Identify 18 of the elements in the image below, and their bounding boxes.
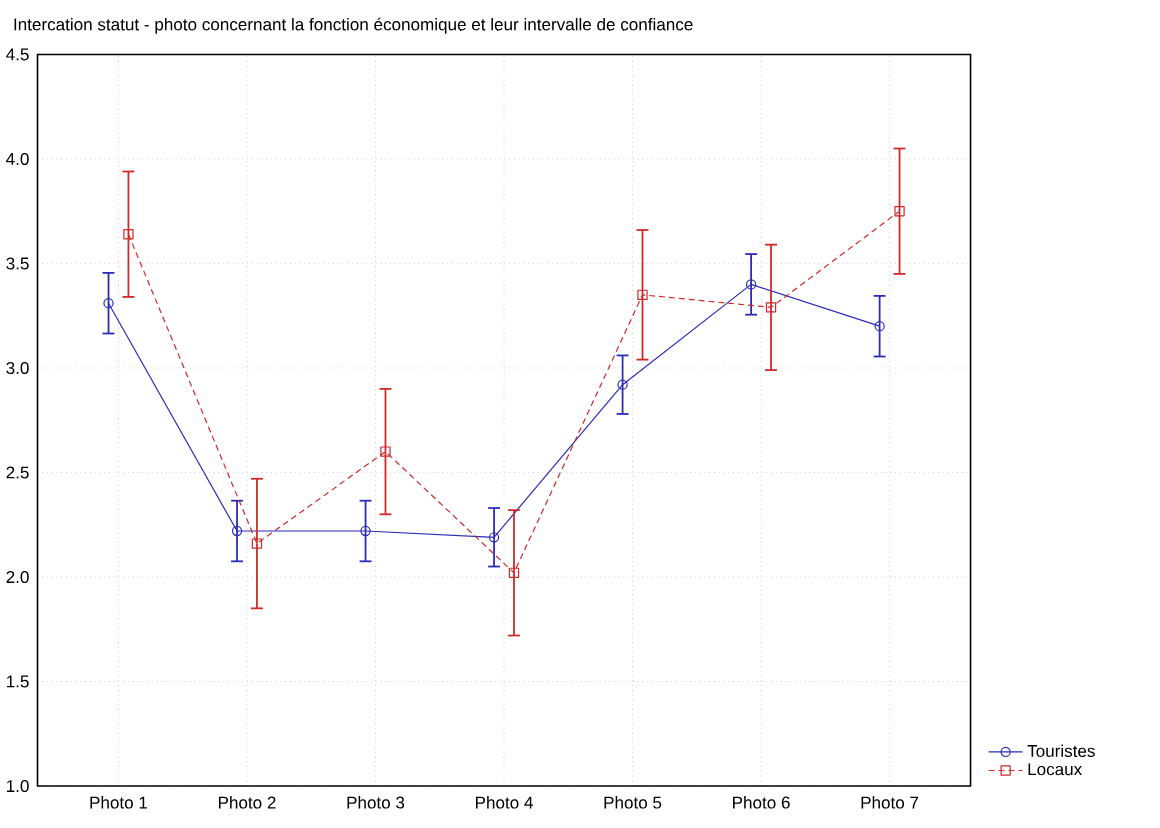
y-tick-label: 2.0 (6, 571, 29, 584)
x-tick-label: Photo 3 (347, 796, 405, 809)
x-tick-label: Photo 4 (476, 796, 533, 809)
chart-title: Intercation statut - photo concernant la fonction économique et leur intervalle de confiance (14, 17, 693, 34)
y-tick-label: 4.5 (6, 48, 29, 61)
x-tick-label: Photo 1 (90, 796, 148, 809)
y-tick-label: 3.5 (6, 257, 29, 270)
legend-label: Touristes (1027, 744, 1095, 758)
legend-label: Locaux (1028, 763, 1082, 776)
y-tick-label: 1.0 (7, 780, 29, 793)
x-tick-label: Photo 5 (604, 796, 662, 809)
y-tick-label: 4.0 (6, 153, 29, 166)
y-tick-label: 3.0 (6, 362, 29, 375)
x-tick-label: Photo 6 (733, 796, 790, 809)
x-tick-label: Photo 2 (218, 796, 276, 809)
x-tick-label: Photo 7 (861, 796, 919, 809)
y-tick-label: 2.5 (6, 466, 29, 479)
y-tick-label: 1.5 (7, 675, 29, 688)
